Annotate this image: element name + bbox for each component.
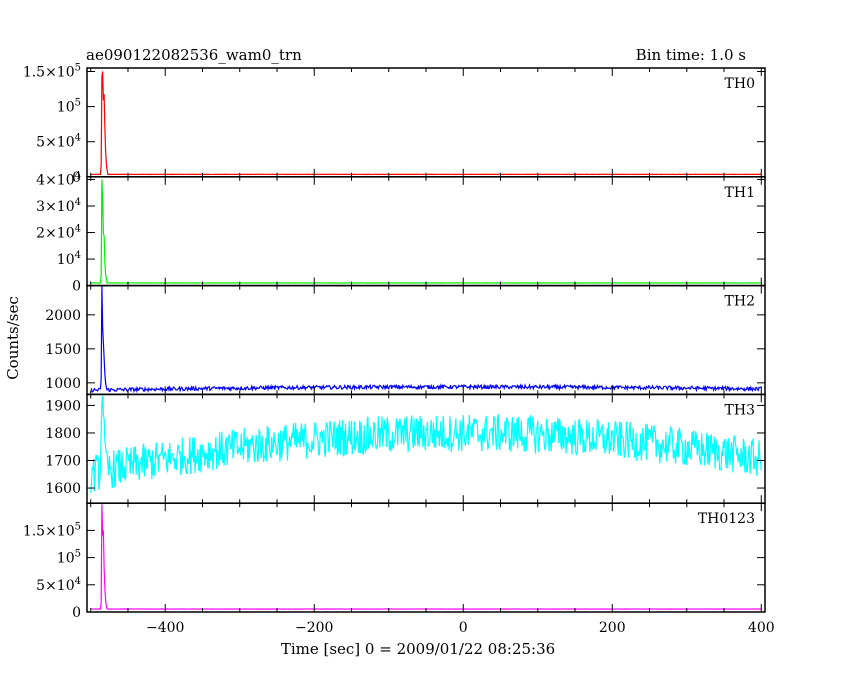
series-line-th0123 <box>90 504 762 610</box>
y-tick-label: 1800 <box>45 426 81 442</box>
y-tick-label: 0 <box>72 170 81 186</box>
panel-th1: 0 104 2×104 3×104 4×104 TH1 <box>36 170 766 295</box>
x-tick-label: 0 <box>459 620 468 636</box>
y-tick-label: 1.5×105 <box>23 521 81 539</box>
panel-th0123: 0 5×104 105 1.5×105 TH0123 <box>23 502 766 621</box>
x-axis-label: Time [sec] 0 = 2009/01/22 08:25:36 <box>281 640 555 658</box>
y-tick-label: 5×104 <box>36 576 81 594</box>
panel-frame-th2 <box>86 284 766 396</box>
y-tick-label: 1900 <box>45 398 81 414</box>
x-tick-label: −200 <box>295 620 333 636</box>
panel-th2: 1000 1500 2000 TH2 <box>45 284 766 396</box>
panel-th3: 1600 1700 1800 1900 TH3 <box>45 393 766 504</box>
chart-title: ae090122082536_wam0_trn <box>86 46 302 64</box>
y-tick-label: 104 <box>57 250 81 268</box>
y-tick-label: 2000 <box>45 308 81 324</box>
y-tick-label: 1600 <box>45 481 81 497</box>
y-axis-label: Counts/sec <box>4 296 22 380</box>
panel-label-th2: TH2 <box>725 294 755 310</box>
panels-group: 0 5×104 105 1.5×105 TH0 0 104 2×104 3×104 4×104 TH… <box>23 63 775 636</box>
series-line-th0 <box>90 71 762 176</box>
y-tick-label: 1000 <box>45 376 81 392</box>
y-tick-label: 5×104 <box>36 133 81 151</box>
bin-time-label: Bin time: 1.0 s <box>636 46 746 64</box>
y-tick-label: 3×104 <box>36 197 81 215</box>
x-tick-label: 200 <box>599 620 626 636</box>
series-line-th2 <box>90 285 762 394</box>
y-tick-label: 1700 <box>45 454 81 470</box>
panel-label-th1: TH1 <box>725 185 755 201</box>
y-tick-label: 0 <box>72 279 81 295</box>
y-tick-label: 1500 <box>45 342 81 358</box>
panel-frame-th0 <box>86 67 766 178</box>
series-line-th3 <box>90 395 762 493</box>
y-tick-label: 105 <box>57 98 81 116</box>
y-tick-label: 2×104 <box>36 224 81 242</box>
panel-th0: 0 5×104 105 1.5×105 TH0 <box>23 63 766 186</box>
panel-label-th0: TH0 <box>725 76 755 92</box>
panel-label-th3: TH3 <box>725 402 755 418</box>
y-tick-label: 1.5×105 <box>23 63 81 81</box>
panel-label-th0123: TH0123 <box>698 511 755 527</box>
series-line-th1 <box>90 179 762 284</box>
y-tick-label: 105 <box>57 549 81 567</box>
x-tick-label: −400 <box>146 620 184 636</box>
y-tick-label: 4×104 <box>36 170 81 188</box>
panel-frame-th0123 <box>86 502 766 613</box>
x-tick-label: 400 <box>748 620 775 636</box>
y-tick-label: 0 <box>72 605 81 621</box>
panel-frame-th1 <box>86 176 766 287</box>
